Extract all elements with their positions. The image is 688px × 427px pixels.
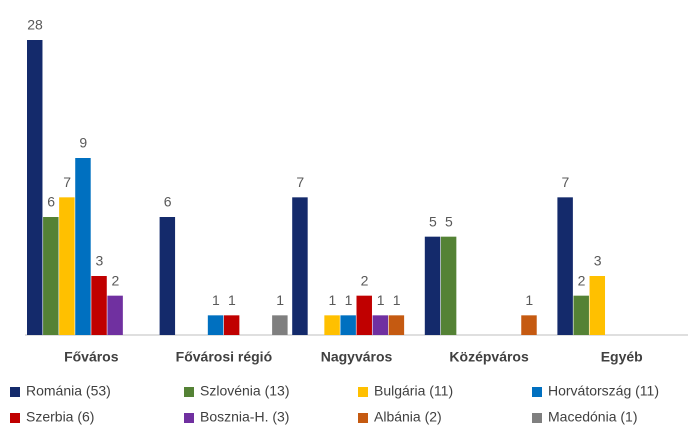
value-label: 6	[47, 194, 55, 210]
bar	[557, 197, 573, 335]
legend-swatch	[184, 413, 194, 423]
value-label: 5	[445, 213, 453, 229]
value-label: 9	[79, 135, 87, 151]
x-tick-label: Fővárosi régió	[176, 349, 272, 365]
value-label: 5	[429, 213, 437, 229]
legend-label: Horvátország (11)	[548, 383, 659, 399]
bar	[75, 158, 91, 335]
legend-label: Bulgária (11)	[374, 383, 453, 399]
value-label: 7	[63, 174, 71, 190]
legend-label: Szerbia (6)	[26, 409, 94, 425]
bar	[91, 276, 107, 335]
bar	[324, 315, 340, 335]
value-label: 3	[594, 253, 602, 269]
bar	[372, 315, 389, 335]
value-label: 1	[525, 292, 533, 308]
bar	[388, 315, 405, 335]
value-label: 1	[276, 292, 284, 308]
value-label: 2	[361, 272, 369, 288]
value-label: 1	[393, 292, 401, 308]
legend-swatch	[532, 413, 542, 423]
bar	[272, 315, 288, 335]
bar	[107, 295, 123, 335]
bar	[223, 315, 240, 335]
bar	[589, 276, 606, 335]
bar	[521, 315, 537, 335]
bar	[43, 217, 59, 335]
bar	[440, 236, 457, 335]
legend-swatch	[358, 387, 368, 397]
bar	[424, 236, 441, 335]
bar	[340, 315, 356, 335]
legend-label: Albánia (2)	[374, 409, 442, 425]
legend-label: Macedónia (1)	[548, 409, 638, 425]
bar	[159, 217, 176, 335]
legend-label: Bosznia-H. (3)	[200, 409, 289, 425]
bar	[356, 295, 372, 335]
bar	[59, 197, 75, 335]
value-label: 7	[296, 174, 304, 190]
bar	[27, 40, 43, 335]
value-label: 1	[228, 292, 236, 308]
bar	[573, 295, 589, 335]
legend-label: Románia (53)	[26, 383, 111, 399]
bar	[292, 197, 308, 335]
legend-label: Szlovénia (13)	[200, 383, 290, 399]
legend-swatch	[10, 387, 20, 397]
x-tick-label: Főváros	[64, 349, 119, 365]
x-tick-label: Középváros	[449, 349, 529, 365]
value-label: 28	[27, 17, 43, 33]
value-label: 1	[212, 292, 220, 308]
value-label: 1	[328, 292, 336, 308]
value-label: 1	[345, 292, 353, 308]
value-label: 2	[578, 272, 586, 288]
x-tick-label: Nagyváros	[321, 349, 393, 365]
x-tick-label: Egyéb	[601, 349, 643, 365]
value-label: 2	[112, 272, 120, 288]
value-label: 6	[164, 194, 172, 210]
legend-swatch	[184, 387, 194, 397]
bar	[207, 315, 224, 335]
value-label: 3	[95, 253, 103, 269]
value-label: 1	[377, 292, 385, 308]
value-label: 7	[562, 174, 570, 190]
legend-swatch	[358, 413, 368, 423]
legend-swatch	[532, 387, 542, 397]
legend-swatch	[10, 413, 20, 423]
